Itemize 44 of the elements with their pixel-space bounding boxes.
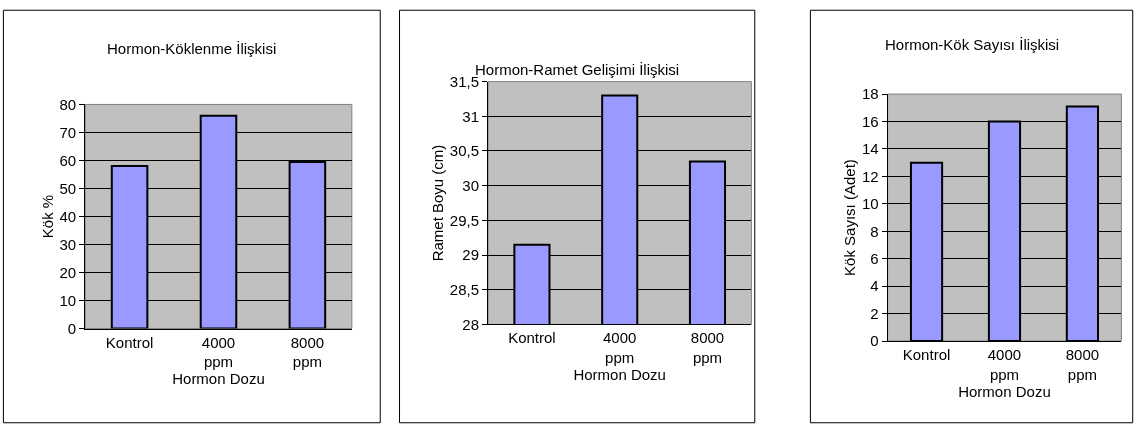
y-tick-label: 30,5 bbox=[449, 142, 480, 160]
y-tick-label: 12 bbox=[861, 167, 879, 185]
y-tick-label: 29,5 bbox=[449, 211, 480, 229]
y-tick-label: 29 bbox=[462, 246, 480, 264]
y-tick-label: 70 bbox=[59, 123, 77, 141]
x-tick-label: Kontrol bbox=[105, 333, 154, 351]
y-tick-label: 20 bbox=[59, 263, 77, 281]
y-tick-label: 14 bbox=[861, 140, 879, 158]
y-tick-label: 31 bbox=[462, 107, 480, 125]
y-tick-label: 28,5 bbox=[449, 280, 480, 298]
y-tick-label: 10 bbox=[861, 195, 879, 213]
x-tick-label: 8000 ppm bbox=[290, 333, 325, 371]
x-axis-title: Hormon Dozu bbox=[573, 365, 666, 383]
y-tick-label: 18 bbox=[861, 85, 879, 103]
y-tick-label: 8 bbox=[870, 222, 879, 240]
y-tick-label: 28 bbox=[462, 315, 480, 333]
chart-title: Hormon-Kök Sayısı İlişkisi bbox=[885, 36, 1060, 53]
y-axis-title: Ramet Boyu (cm) bbox=[429, 144, 447, 262]
y-tick-label: 0 bbox=[67, 319, 77, 337]
y-axis-title: Kök % bbox=[38, 194, 56, 239]
y-tick-label: 50 bbox=[59, 179, 77, 197]
x-tick-label: 4000 ppm bbox=[987, 346, 1022, 383]
x-tick-label: 8000 ppm bbox=[690, 329, 725, 366]
y-tick-label: 2 bbox=[870, 304, 879, 322]
x-tick-label: Kontrol bbox=[902, 346, 951, 363]
y-tick-label: 40 bbox=[59, 207, 77, 225]
y-axis-title: Kök Sayısı (Adet) bbox=[841, 159, 859, 276]
x-tick-label: 4000 ppm bbox=[201, 333, 236, 371]
chart-title: Hormon-Köklenme İlişkisi bbox=[107, 40, 277, 57]
y-tick-label: 30 bbox=[59, 235, 77, 253]
x-axis-title: Hormon Dozu bbox=[172, 370, 265, 388]
y-tick-label: 10 bbox=[59, 291, 77, 309]
y-tick-label: 80 bbox=[59, 95, 77, 113]
y-tick-label: 16 bbox=[861, 112, 879, 130]
y-tick-label: 30 bbox=[462, 176, 480, 194]
y-tick-label: 0 bbox=[870, 332, 879, 350]
y-tick-label: 6 bbox=[870, 249, 879, 267]
y-tick-label: 4 bbox=[870, 277, 879, 295]
x-tick-label: 8000 ppm bbox=[1065, 346, 1100, 383]
x-tick-label: 4000 ppm bbox=[603, 329, 637, 366]
x-axis-title: Hormon Dozu bbox=[958, 382, 1051, 400]
y-tick-label: 60 bbox=[59, 151, 77, 169]
x-tick-label: Kontrol bbox=[508, 329, 556, 347]
chart-title: Hormon-Ramet Gelişimi İlişkisi bbox=[475, 61, 680, 78]
